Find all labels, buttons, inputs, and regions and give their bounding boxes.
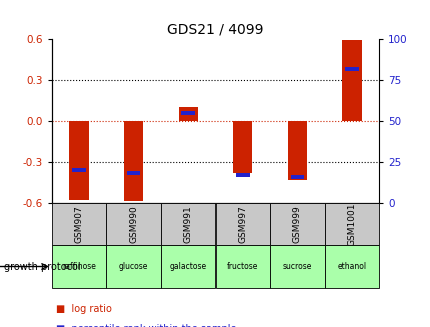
Bar: [270, 245, 324, 288]
Bar: [160, 203, 215, 245]
Bar: [52, 203, 106, 245]
Bar: [270, 203, 324, 245]
Bar: [106, 203, 160, 245]
Text: sucrose: sucrose: [282, 262, 311, 271]
Text: growth protocol: growth protocol: [4, 262, 81, 271]
Text: GSM907: GSM907: [74, 205, 83, 243]
Text: ethanol: ethanol: [337, 262, 366, 271]
Bar: [69, 121, 89, 200]
Text: GSM999: GSM999: [292, 205, 301, 243]
Text: GDS21 / 4099: GDS21 / 4099: [167, 23, 263, 37]
Text: GSM991: GSM991: [183, 205, 192, 243]
Text: raffinose: raffinose: [62, 262, 96, 271]
Bar: [287, 121, 306, 180]
Text: fructose: fructose: [227, 262, 258, 271]
Text: ■  percentile rank within the sample: ■ percentile rank within the sample: [56, 324, 236, 327]
Bar: [72, 168, 86, 172]
Bar: [181, 111, 195, 115]
Bar: [106, 245, 160, 288]
Text: GSM990: GSM990: [129, 205, 138, 243]
Bar: [126, 171, 140, 175]
Bar: [324, 203, 378, 245]
Bar: [290, 175, 304, 179]
Bar: [178, 107, 197, 121]
Text: ■  log ratio: ■ log ratio: [56, 304, 112, 314]
Bar: [236, 173, 249, 177]
Text: glucose: glucose: [119, 262, 148, 271]
Bar: [324, 245, 378, 288]
Bar: [52, 245, 106, 288]
Bar: [215, 203, 270, 245]
Bar: [160, 245, 215, 288]
Bar: [344, 67, 358, 71]
Bar: [342, 40, 361, 121]
Bar: [124, 121, 143, 201]
Bar: [233, 121, 252, 173]
Bar: [215, 245, 270, 288]
Text: GSM997: GSM997: [238, 205, 247, 243]
Text: GSM1001: GSM1001: [347, 202, 356, 246]
Text: galactose: galactose: [169, 262, 206, 271]
